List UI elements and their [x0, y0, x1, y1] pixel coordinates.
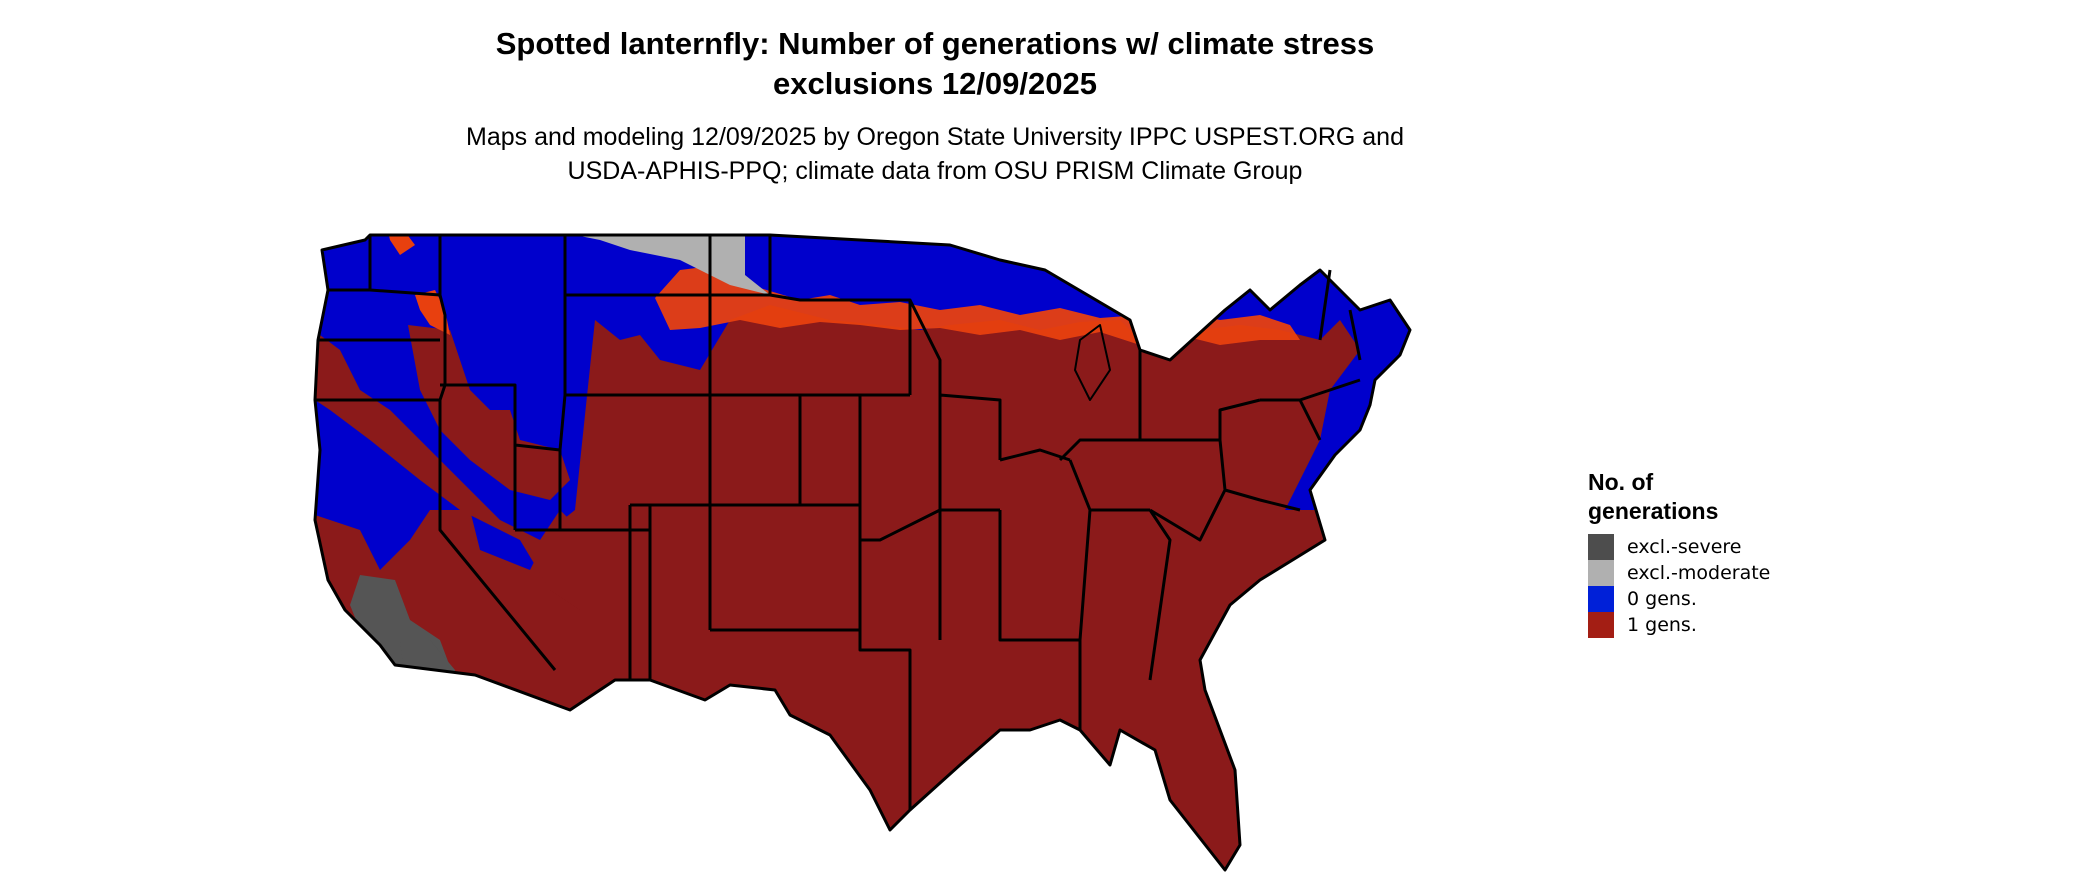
western-state-lines	[315, 235, 712, 680]
great-lakes-outline	[1074, 324, 1111, 401]
legend-label-excl-severe: excl.-severe	[1627, 536, 1742, 558]
legend-label-0-gens: 0 gens.	[1627, 588, 1697, 610]
map-subtitle-line1: Maps and modeling 12/09/2025 by Oregon S…	[466, 123, 1404, 151]
legend-title-line2: generations	[1588, 498, 1719, 524]
legend-label-1-gens: 1 gens.	[1627, 614, 1697, 636]
map-title-line2: exclusions 12/09/2025	[772, 66, 1097, 101]
legend-swatch-0-gens	[1588, 586, 1614, 612]
us-generations-map	[313, 233, 1412, 872]
legend-item-1-gens: 1 gens.	[1588, 612, 1770, 638]
map-fill-layers	[315, 235, 1410, 870]
legend-swatch-1-gens	[1588, 612, 1614, 638]
legend-items: excl.-severe excl.-moderate 0 gens. 1 ge…	[1588, 534, 1770, 638]
idaho-orange-patch	[415, 290, 450, 335]
map-legend: No. of generations excl.-severe excl.-mo…	[1588, 468, 1770, 638]
legend-swatch-excl-severe	[1588, 534, 1614, 560]
legend-title: No. of generations	[1588, 468, 1770, 526]
legend-label-excl-moderate: excl.-moderate	[1627, 562, 1771, 584]
map-subtitle-line2: USDA-APHIS-PPQ; climate data from OSU PR…	[567, 157, 1303, 185]
legend-item-0-gens: 0 gens.	[1588, 586, 1770, 612]
legend-swatch-excl-moderate	[1588, 560, 1614, 586]
state-borders	[313, 233, 1412, 872]
one-gens-southwest-region	[315, 320, 600, 610]
legend-item-excl-severe: excl.-severe	[1588, 534, 1770, 560]
legend-title-line1: No. of	[1588, 469, 1654, 495]
eastern-state-lines	[858, 269, 1362, 730]
country-outline	[313, 233, 1412, 872]
map-subtitle: Maps and modeling 12/09/2025 by Oregon S…	[0, 120, 1870, 188]
map-title: Spotted lanternfly: Number of generation…	[0, 24, 1870, 104]
legend-item-excl-moderate: excl.-moderate	[1588, 560, 1770, 586]
one-gens-utah-region	[408, 325, 570, 500]
excl-moderate-south-texas	[610, 765, 650, 820]
map-title-line1: Spotted lanternfly: Number of generation…	[495, 26, 1375, 61]
